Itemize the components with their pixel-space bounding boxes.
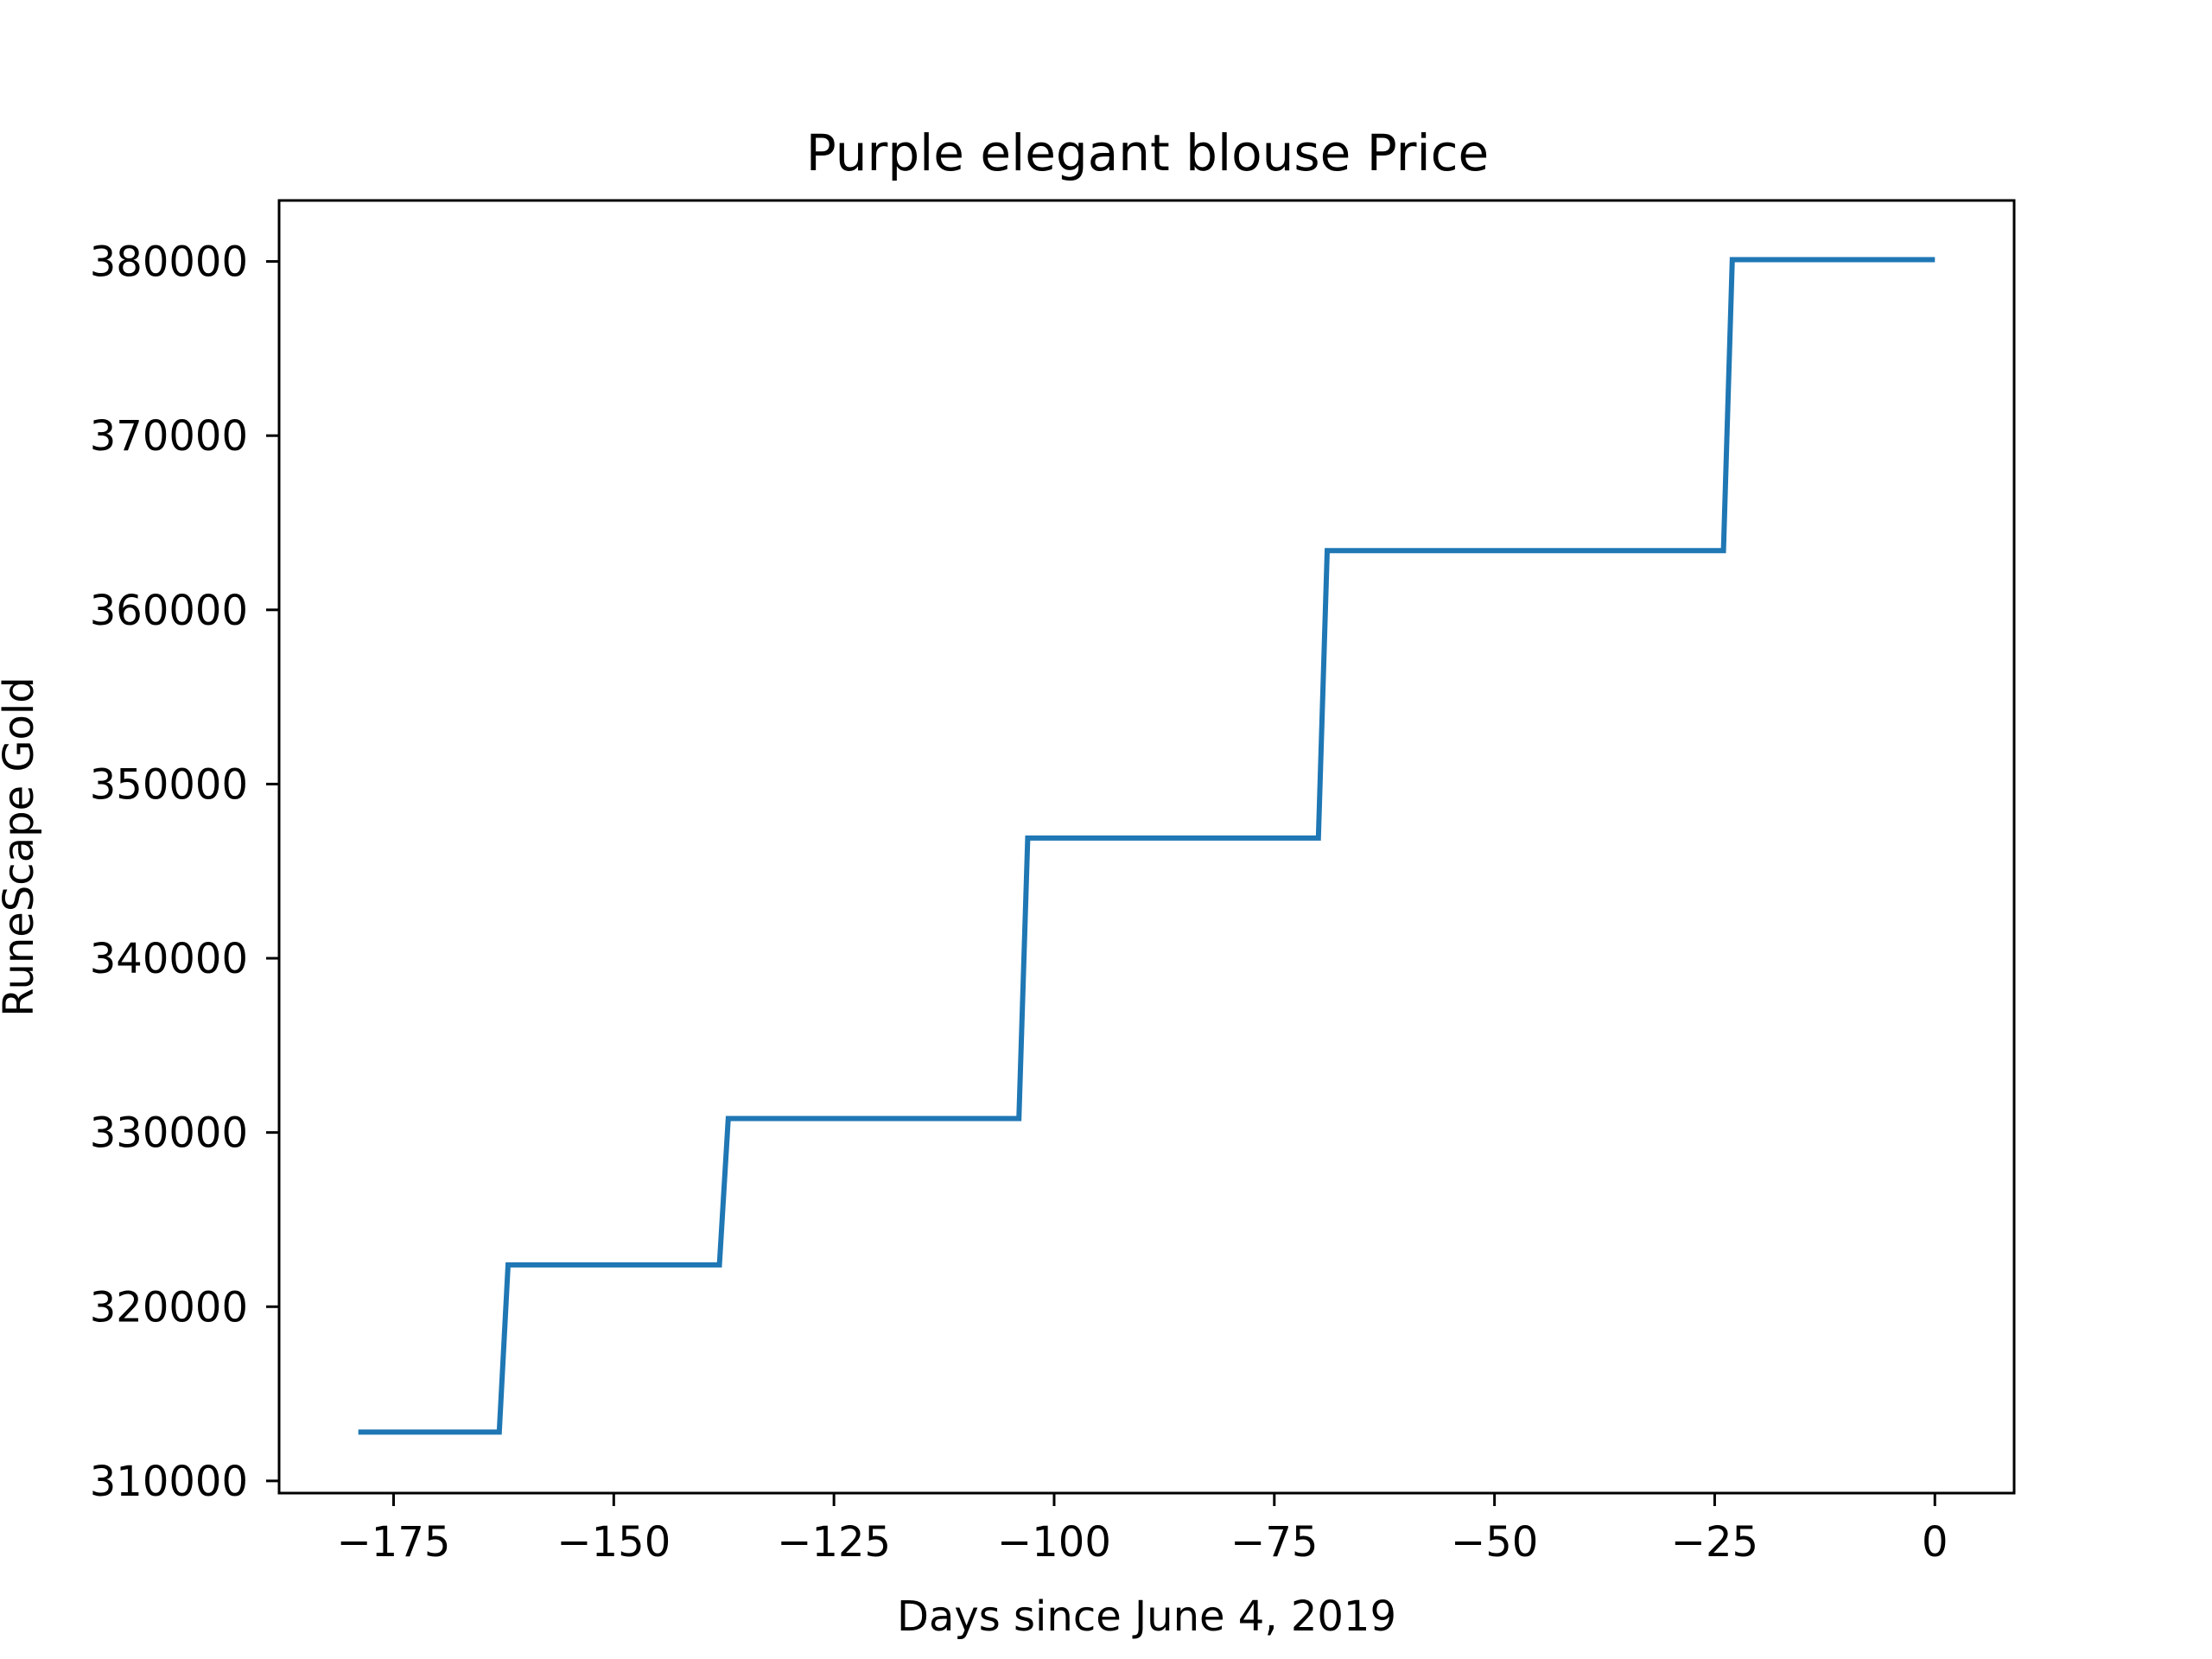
y-tick-label: 330000 [90, 1109, 248, 1158]
y-tick-label: 310000 [90, 1458, 248, 1506]
price-series-line [358, 257, 1936, 1435]
chart-title: Purple elegant blouse Price [806, 124, 1489, 182]
plot-frame [277, 199, 2016, 1495]
x-tick-label: 0 [1922, 1518, 1948, 1567]
y-tick-label: 320000 [90, 1283, 248, 1332]
x-tick-label: −100 [997, 1518, 1111, 1567]
x-axis-label: Days since June 4, 2019 [897, 1592, 1396, 1641]
x-tick-label: −25 [1671, 1518, 1758, 1567]
x-tick-label: −125 [777, 1518, 891, 1567]
y-tick-label: 350000 [90, 760, 248, 809]
y-tick-label: 340000 [90, 935, 248, 983]
x-tick-label: −150 [556, 1518, 671, 1567]
x-tick-label: −175 [337, 1518, 451, 1567]
series-layer [358, 257, 1936, 1435]
y-axis-ticks: 310000 320000 330000 340000 350000 360000 3700… [90, 238, 279, 1506]
y-axis-label: RuneScape Gold [0, 677, 43, 1016]
y-tick-label: 380000 [90, 238, 248, 287]
y-tick-label: 370000 [90, 412, 248, 461]
x-axis-ticks: −175 −150 −125 −100 −75 −50 −25 0 [337, 1493, 1948, 1567]
y-tick-label: 360000 [90, 587, 248, 635]
x-tick-label: −50 [1451, 1518, 1538, 1567]
x-tick-label: −75 [1230, 1518, 1318, 1567]
